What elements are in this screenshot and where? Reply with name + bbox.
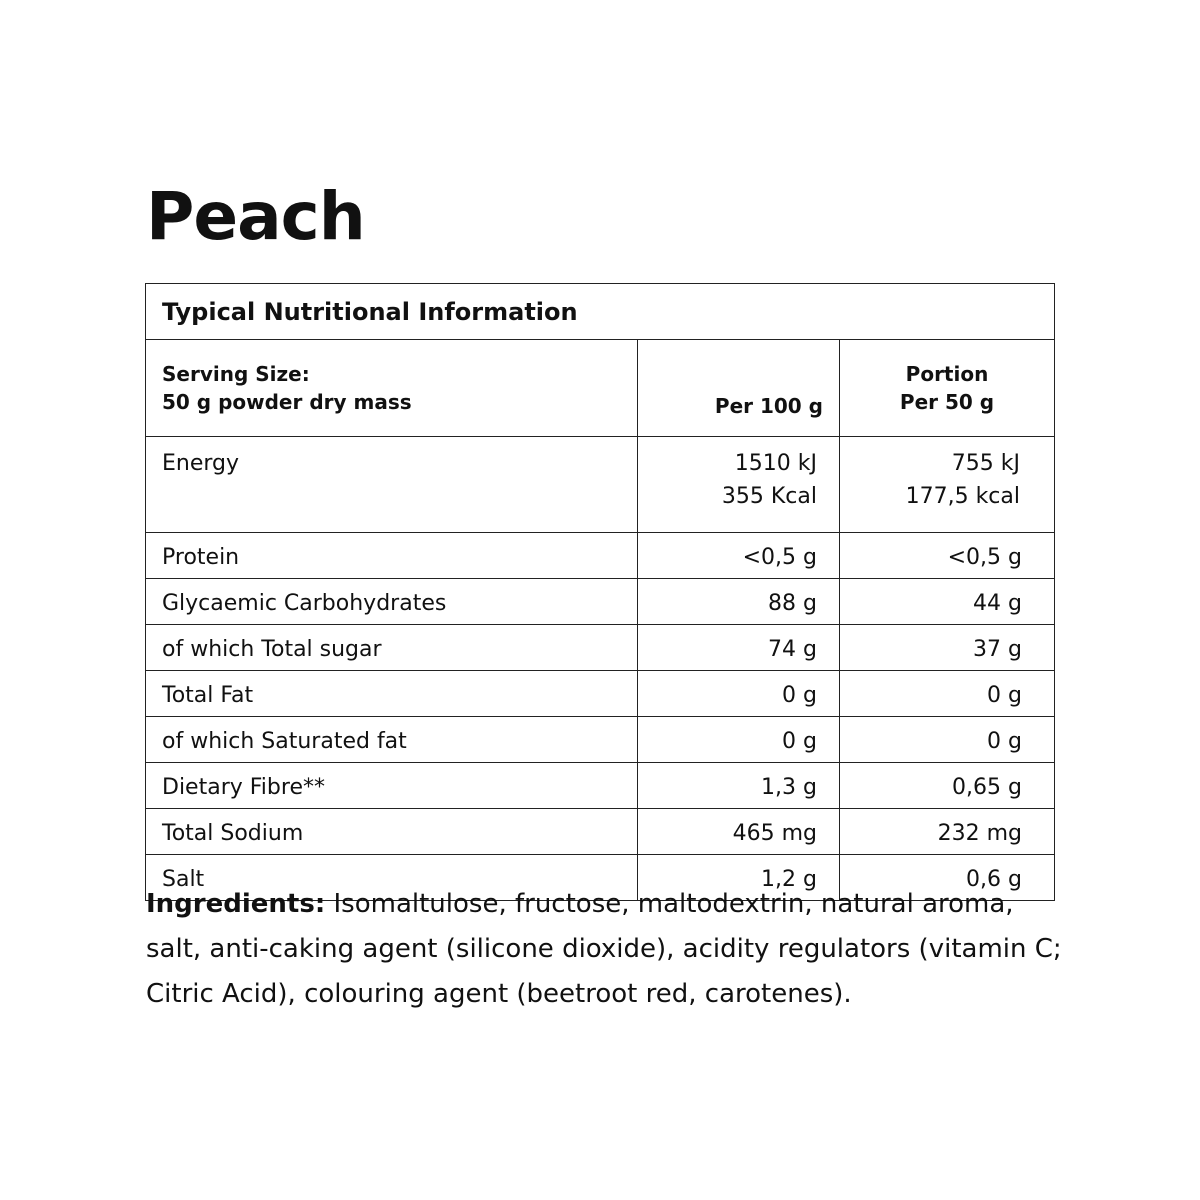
energy-per50: 755 kJ 177,5 kcal <box>839 436 1055 533</box>
per100-value: 0 g <box>637 716 840 763</box>
energy-per100-kcal: 355 Kcal <box>721 484 817 509</box>
per50-value: 37 g <box>839 624 1055 671</box>
row-label: of which Saturated fat <box>145 716 638 763</box>
per100-value: 1,2 g <box>637 854 840 901</box>
per50-value: 0 g <box>839 716 1055 763</box>
table-heading-row: Typical Nutritional Information <box>145 283 1055 340</box>
per100-value: <0,5 g <box>637 532 840 579</box>
per100-value: 88 g <box>637 578 840 625</box>
col-per100-header: Per 100 g <box>637 339 840 437</box>
energy-per50-kj: 755 kJ <box>951 451 1020 476</box>
row-label: Energy <box>145 436 638 533</box>
energy-per50-kcal: 177,5 kcal <box>905 484 1020 509</box>
ingredients-label: Ingredients: <box>146 889 326 919</box>
column-header-row: Serving Size: 50 g powder dry mass Per 10… <box>145 339 1055 437</box>
ingredients: Ingredients: Isomaltulose, fructose, mal… <box>146 882 1071 1017</box>
table-row: Energy 1510 kJ 355 Kcal 755 kJ 177,5 kcal <box>145 436 1055 533</box>
per50-value: 0,6 g <box>839 854 1055 901</box>
row-label: Total Fat <box>145 670 638 717</box>
row-label: Glycaemic Carbohydrates <box>145 578 638 625</box>
per50-value: 0 g <box>839 670 1055 717</box>
energy-per100: 1510 kJ 355 Kcal <box>637 436 840 533</box>
table-heading: Typical Nutritional Information <box>145 283 1055 340</box>
table-row: Protein <0,5 g <0,5 g <box>145 532 1055 579</box>
energy-per100-kj: 1510 kJ <box>734 451 817 476</box>
product-title: Peach <box>146 178 366 255</box>
per50-value: 232 mg <box>839 808 1055 855</box>
row-label: of which Total sugar <box>145 624 638 671</box>
row-label: Salt <box>145 854 638 901</box>
col-per100-label: Per 100 g <box>714 394 823 418</box>
row-label: Protein <box>145 532 638 579</box>
table-row: Total Sodium 465 mg 232 mg <box>145 808 1055 855</box>
row-label: Dietary Fibre** <box>145 762 638 809</box>
serving-label: Serving Size: <box>162 362 310 386</box>
per100-value: 1,3 g <box>637 762 840 809</box>
ingredients-text: Isomaltulose, fructose, maltodextrin, na… <box>146 889 1062 1009</box>
per100-value: 74 g <box>637 624 840 671</box>
nutrition-table: Typical Nutritional Information Serving … <box>145 283 1055 901</box>
per50-value: <0,5 g <box>839 532 1055 579</box>
table-row: Dietary Fibre** 1,3 g 0,65 g <box>145 762 1055 809</box>
table-row: Salt 1,2 g 0,6 g <box>145 854 1055 901</box>
col-per50-header: Portion Per 50 g <box>839 339 1055 437</box>
col-portion-label: Portion <box>905 362 989 386</box>
serving-size: Serving Size: 50 g powder dry mass <box>145 339 638 437</box>
row-label: Total Sodium <box>145 808 638 855</box>
serving-value: 50 g powder dry mass <box>162 390 412 414</box>
per100-value: 0 g <box>637 670 840 717</box>
table-row: Glycaemic Carbohydrates 88 g 44 g <box>145 578 1055 625</box>
per100-value: 465 mg <box>637 808 840 855</box>
col-per50-label: Per 50 g <box>899 390 995 414</box>
table-row: of which Total sugar 74 g 37 g <box>145 624 1055 671</box>
per50-value: 0,65 g <box>839 762 1055 809</box>
per50-value: 44 g <box>839 578 1055 625</box>
